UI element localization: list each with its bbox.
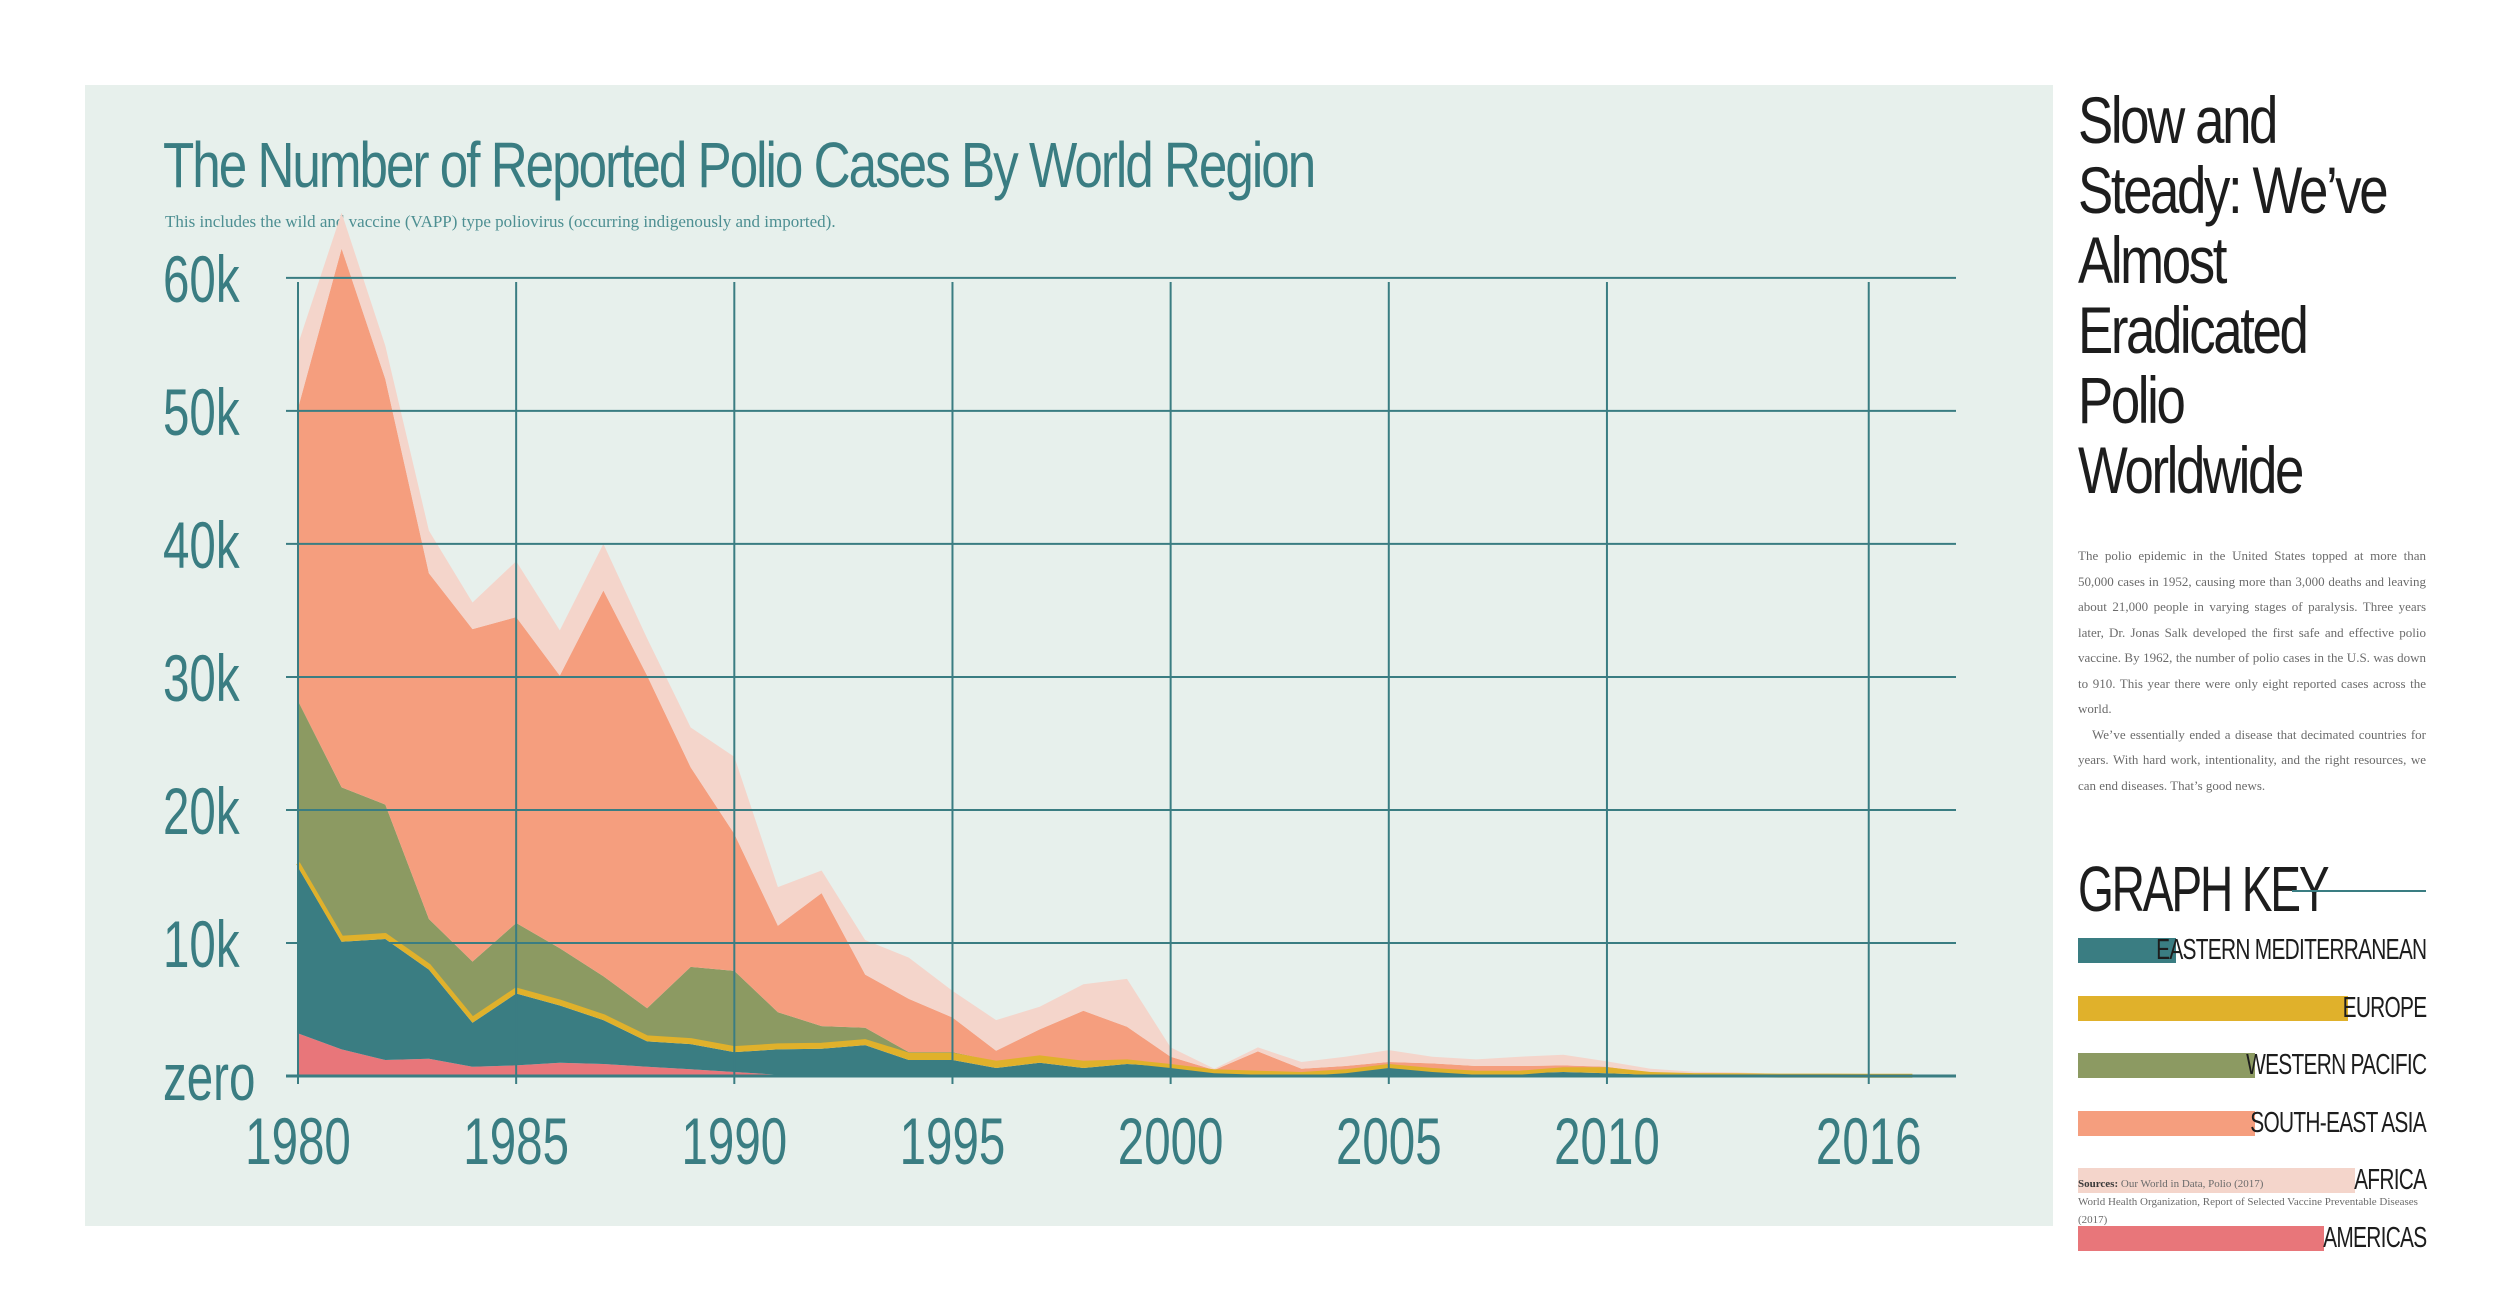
graph-key-legend: EASTERN MEDITERRANEAN EUROPE WESTERN PACIF… <box>2078 926 2427 1272</box>
x-tick-label: 1995 <box>900 1105 1006 1178</box>
sidebar-body-paragraph-2: We’ve essentially ended a disease that d… <box>2078 726 2426 793</box>
x-tick-label: 2016 <box>1816 1105 1922 1178</box>
x-tick-label: 2010 <box>1554 1105 1660 1178</box>
area-americas <box>298 1033 1913 1076</box>
area-eastern-mediterranean <box>298 867 1913 1076</box>
sources: Sources: Our World in Data, Polio (2017)… <box>2078 1175 2426 1229</box>
legend-swatch <box>2078 1110 2255 1136</box>
sidebar-body-paragraph-1: The polio epidemic in the United States … <box>2078 548 2426 716</box>
area-series-group <box>298 212 1913 1076</box>
gridlines <box>286 276 1956 1084</box>
legend-swatch <box>2078 1053 2255 1078</box>
sources-text-1: Our World in Data, Polio (2017) <box>2120 1178 2264 1190</box>
sidebar-headline: Slow and Steady: We’ve Almost Eradicated… <box>2078 83 2389 507</box>
area-western-pacific <box>298 700 1913 1076</box>
y-tick-label: zero <box>163 1041 255 1114</box>
graph-key-title: GRAPH KEY <box>2078 853 2330 925</box>
legend-swatch <box>2078 995 2348 1021</box>
legend-item: SOUTH-EAST ASIA <box>2078 1099 2427 1157</box>
y-tick-label: 50k <box>163 376 240 449</box>
legend-item: WESTERN PACIFIC <box>2078 1041 2427 1099</box>
legend-label: EASTERN MEDITERRANEAN <box>2155 934 2427 966</box>
x-tick-label: 2000 <box>1118 1105 1224 1178</box>
sources-label: Sources: <box>2078 1178 2119 1190</box>
legend-item: AMERICAS <box>2078 1214 2427 1272</box>
y-tick-label: 60k <box>163 243 240 316</box>
y-axis-ticks: zero 10k 20k 30k 40k 50k 60k <box>163 243 255 1115</box>
x-axis-ticks: 1980 1985 1990 1995 2000 2005 2010 2016 <box>245 1105 1921 1178</box>
legend-swatch <box>2078 938 2176 963</box>
legend-label: AFRICA <box>2353 1164 2427 1196</box>
legend-item: AFRICA <box>2078 1156 2427 1214</box>
legend-label: SOUTH-EAST ASIA <box>2250 1106 2426 1139</box>
legend-swatch <box>2078 1225 2324 1251</box>
chart-subtitle: This includes the wild and vaccine (VAPP… <box>165 212 836 231</box>
series-edge-lines <box>296 862 1913 1078</box>
graph-key-header: GRAPH KEY <box>2078 852 2426 925</box>
legend-label: AMERICAS <box>2322 1221 2427 1254</box>
europe-edge-line <box>296 862 1913 1078</box>
legend-item: EUROPE <box>2078 984 2427 1042</box>
x-tick-label: 1990 <box>681 1105 787 1178</box>
sources-line-1: Sources: Our World in Data, Polio (2017) <box>2078 1175 2426 1193</box>
y-tick-label: 30k <box>163 642 240 715</box>
area-south-east-asia <box>298 248 1913 1076</box>
x-tick-label: 2005 <box>1336 1105 1442 1178</box>
sidebar: Slow and Steady: We’ve Almost Eradicated… <box>2078 83 2427 1272</box>
chart-title: The Number of Reported Polio Cases By Wo… <box>163 129 1316 201</box>
legend-item: EASTERN MEDITERRANEAN <box>2078 926 2427 984</box>
y-tick-label: 10k <box>163 908 240 981</box>
sources-text-2: World Health Organization, Report of Sel… <box>2078 1196 2418 1226</box>
graph-key-rule <box>2292 890 2426 892</box>
polio-area-chart: zero 10k 20k 30k 40k 50k 60k 1980 1985 1990 1995 2… <box>163 212 1956 1179</box>
legend-label: WESTERN PACIFIC <box>2245 1049 2427 1081</box>
legend-swatch <box>2078 1168 2355 1193</box>
x-tick-label: 1985 <box>463 1105 569 1178</box>
x-tick-label: 1980 <box>245 1105 351 1178</box>
legend-label: EUROPE <box>2342 991 2427 1024</box>
y-tick-label: 40k <box>163 509 240 582</box>
y-tick-label: 20k <box>163 775 240 848</box>
